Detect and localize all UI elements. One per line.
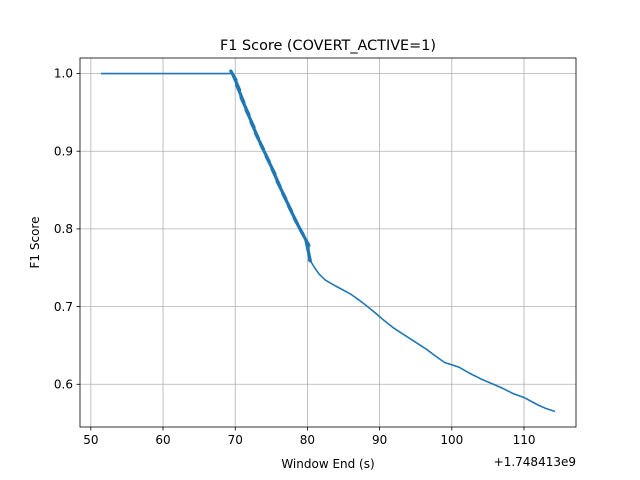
y-tick-label: 0.9 [54, 144, 73, 158]
y-axis-ticks: 0.6 0.7 0.8 0.9 1.0 [54, 67, 80, 391]
y-tick-label: 0.8 [54, 222, 73, 236]
chart-title: F1 Score (COVERT_ACTIVE=1) [220, 38, 436, 54]
y-tick-label: 0.6 [54, 377, 73, 391]
y-tick-label: 1.0 [54, 67, 73, 81]
x-tick-label: 50 [83, 433, 98, 447]
y-tick-label: 0.7 [54, 300, 73, 314]
x-tick-label: 90 [372, 433, 387, 447]
series-layer [100, 69, 556, 413]
plot-area [80, 58, 576, 427]
gridlines [80, 58, 576, 427]
x-tick-label: 70 [228, 433, 243, 447]
x-tick-label: 100 [440, 433, 463, 447]
y-axis-label: F1 Score [28, 217, 42, 269]
x-axis-offset-label: +1.748413e9 [494, 455, 576, 469]
x-tick-label: 80 [300, 433, 315, 447]
x-axis-ticks: 50 60 70 80 90 100 110 [83, 427, 535, 447]
x-tick-label: 110 [513, 433, 536, 447]
x-axis-label: Window End (s) [281, 457, 374, 471]
x-tick-label: 60 [155, 433, 170, 447]
plot-frame [79, 57, 577, 428]
